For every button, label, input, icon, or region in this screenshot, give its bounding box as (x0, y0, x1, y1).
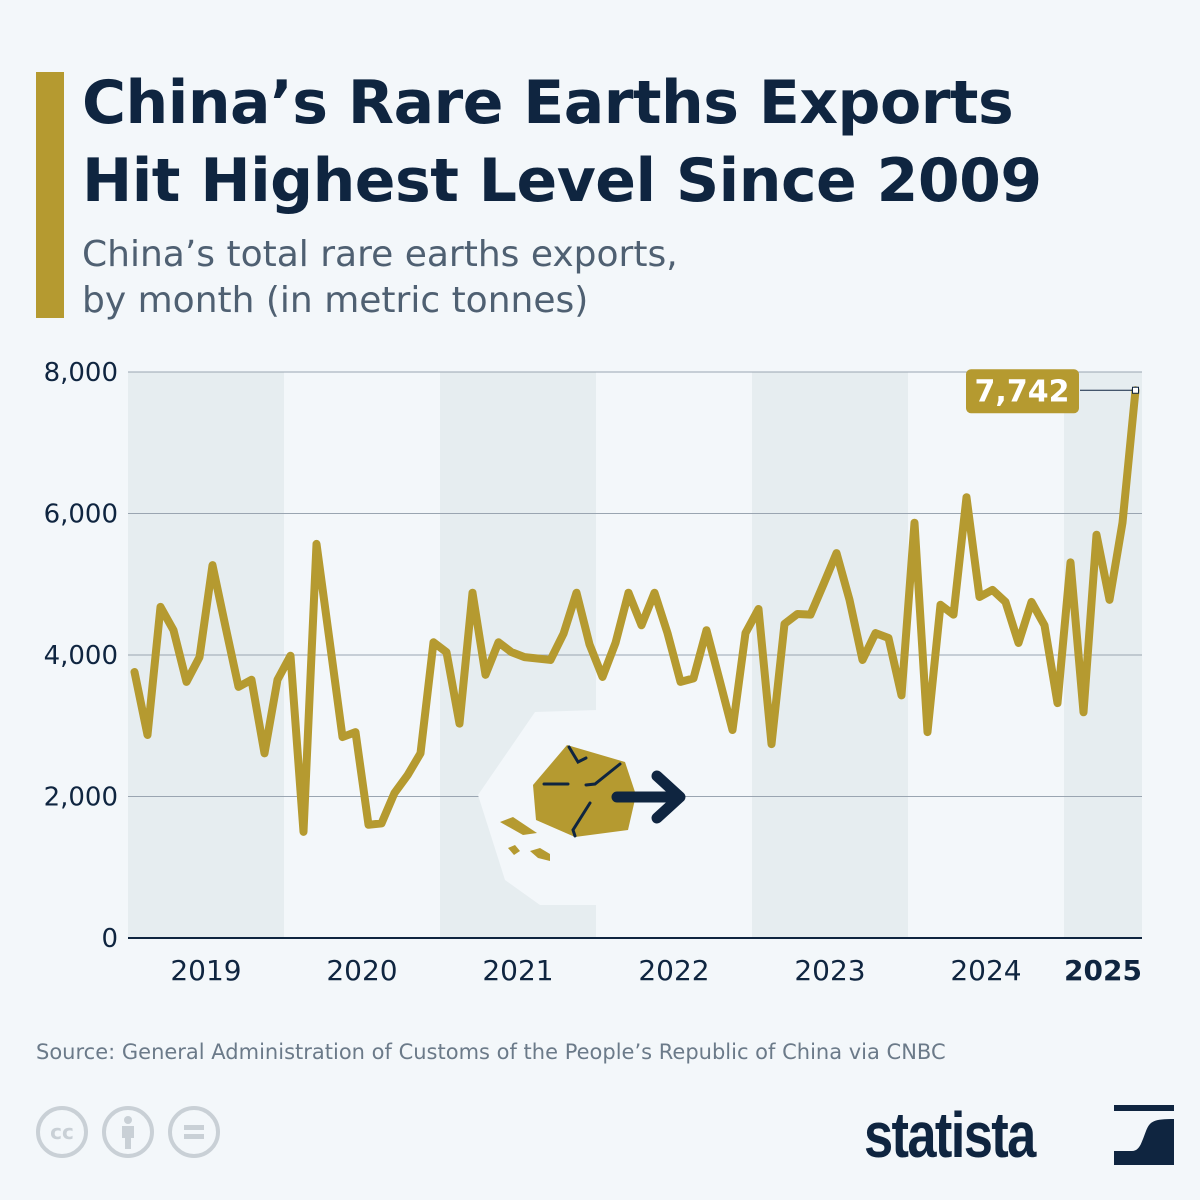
cc-icon[interactable]: cc (36, 1106, 88, 1158)
title-line-1: China’s Rare Earths Exports (82, 68, 1014, 138)
statista-logo-icon (1114, 1105, 1174, 1165)
page-title: China’s Rare Earths Exports Hit Highest … (82, 64, 1042, 220)
license-icons: cc (36, 1106, 220, 1158)
rock-fragment (530, 848, 550, 861)
y-tick-label: 4,000 (44, 641, 118, 671)
subtitle-line-2: by month (in metric tonnes) (82, 280, 589, 321)
x-tick-label: 2020 (326, 954, 397, 987)
highlight-marker (1132, 386, 1139, 394)
arrow-right-icon (611, 770, 686, 824)
nd-icon[interactable] (168, 1106, 220, 1158)
logo-text: statista (864, 1099, 1036, 1171)
statista-logo[interactable]: statista (864, 1098, 1174, 1172)
exports-series-line (130, 386, 1140, 836)
y-tick-label: 2,000 (44, 783, 118, 813)
x-tick-label: 2021 (482, 954, 553, 987)
by-icon[interactable] (102, 1106, 154, 1158)
title-line-2: Hit Highest Level Since 2009 (82, 146, 1042, 216)
x-tick-label: 2023 (794, 954, 865, 987)
rare-earth-export-illustration (478, 710, 686, 905)
x-tick-label: 2024 (950, 954, 1021, 987)
x-tick-label: 2022 (638, 954, 709, 987)
source-note: Source: General Administration of Custom… (36, 1040, 946, 1064)
rock-crack-lines (542, 745, 622, 838)
highlight-value-label: 7,742 (975, 374, 1070, 409)
equals-icon (184, 1125, 204, 1139)
y-tick-label: 6,000 (44, 500, 118, 530)
x-tick-label: 2019 (170, 954, 241, 987)
subtitle-line-1: China’s total rare earths exports, (82, 234, 678, 275)
x-tick-label: 2025 (1064, 954, 1142, 987)
highlight-label-box (966, 369, 1079, 414)
rock-fragment (500, 817, 537, 835)
y-tick-label: 8,000 (44, 358, 118, 388)
y-tick-label: 0 (101, 924, 118, 954)
accent-bar (36, 72, 64, 318)
subtitle: China’s total rare earths exports, by mo… (82, 232, 678, 324)
rock-icon (533, 745, 636, 837)
rock-fragment (508, 845, 520, 855)
person-icon (122, 1116, 134, 1149)
